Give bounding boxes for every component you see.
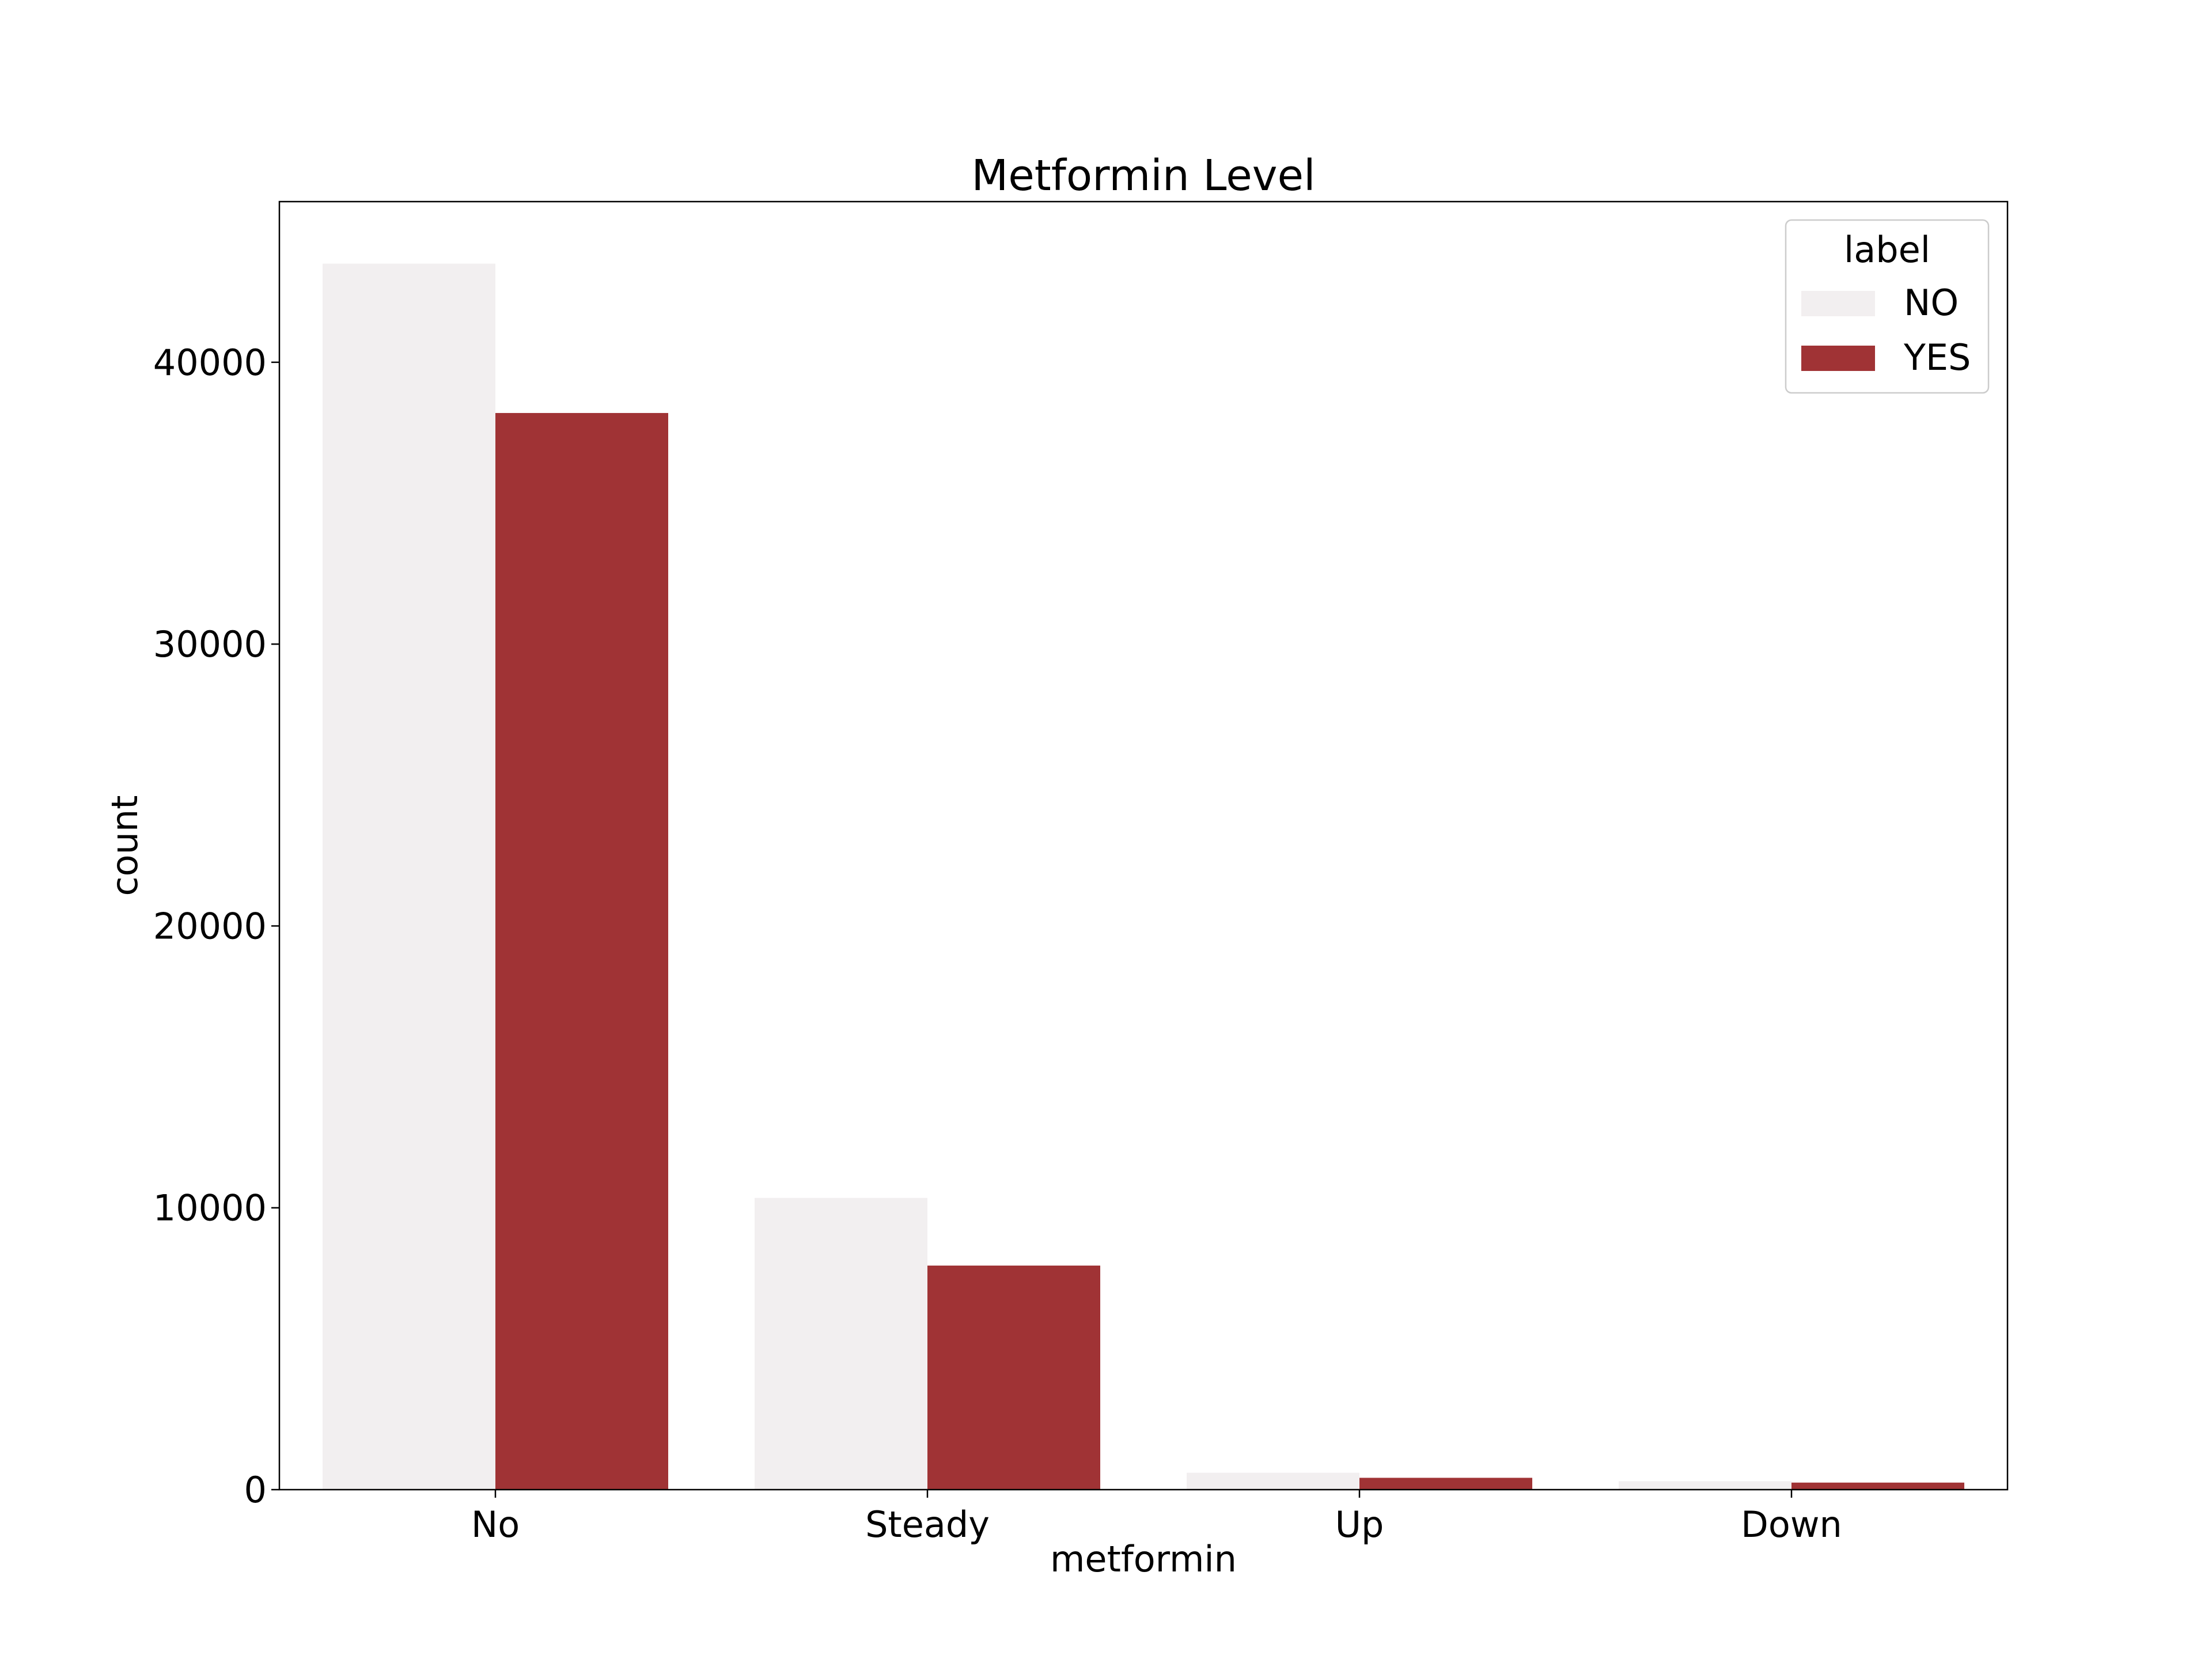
y-tick-label: 30000 — [153, 623, 267, 665]
legend-label-no: NO — [1904, 282, 1959, 324]
bar-no-yes — [495, 412, 668, 1490]
bar-steady-no — [755, 1198, 927, 1490]
bar-up-no — [1187, 1472, 1359, 1490]
x-tick-label-up: Up — [1335, 1503, 1384, 1546]
y-tick-label: 20000 — [153, 905, 267, 947]
x-axis-ticks: No Steady Up Down — [471, 1490, 1842, 1546]
bar-no-no — [323, 263, 495, 1490]
x-axis-label: metformin — [1050, 1538, 1237, 1580]
legend-label-yes: YES — [1903, 336, 1971, 378]
y-tick-label: 0 — [244, 1469, 267, 1511]
plot-frame — [278, 200, 2009, 1491]
bars-group — [323, 263, 1964, 1490]
legend-swatch-yes — [1801, 346, 1875, 371]
y-axis-label: count — [104, 796, 146, 896]
chart-title: Metformin Level — [971, 151, 1315, 200]
x-tick-label-down: Down — [1741, 1503, 1842, 1546]
x-tick-label-steady: Steady — [865, 1503, 990, 1546]
x-tick-label-no: No — [471, 1503, 520, 1546]
bar-down-no — [1619, 1481, 1791, 1490]
bar-steady-yes — [927, 1266, 1100, 1490]
y-axis-ticks: 0 10000 20000 30000 40000 — [153, 342, 279, 1511]
legend-swatch-no — [1801, 291, 1875, 316]
bar-down-yes — [1791, 1482, 1964, 1490]
y-tick-label: 40000 — [153, 342, 267, 384]
y-tick-label: 10000 — [153, 1187, 267, 1229]
legend: label NO YES — [1785, 219, 1990, 394]
legend-title: label — [1844, 229, 1930, 271]
bar-up-yes — [1359, 1478, 1532, 1490]
